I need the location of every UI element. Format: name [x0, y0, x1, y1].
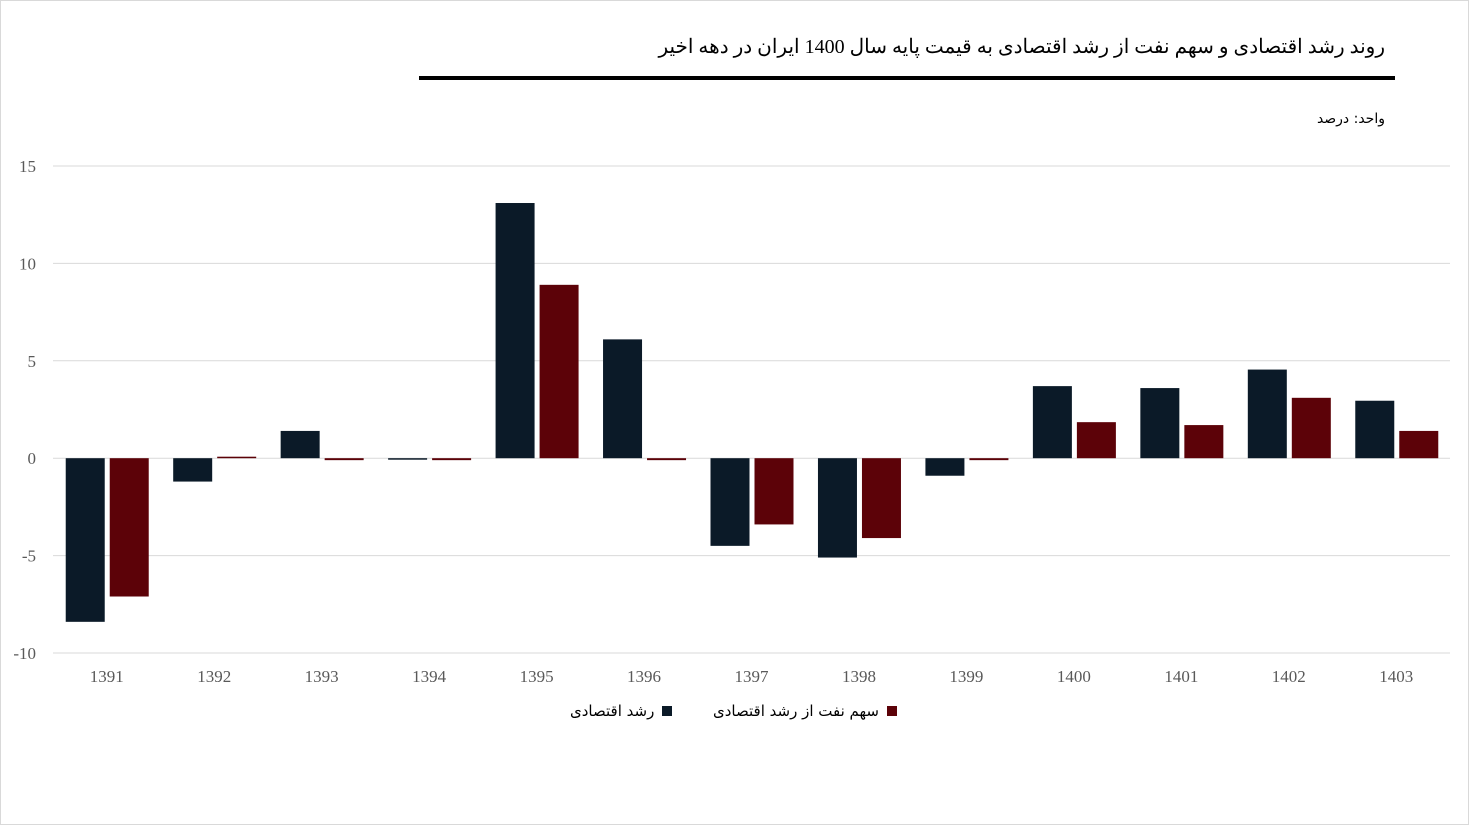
bar-1-1394: [388, 458, 428, 460]
bar-2-1398: [861, 458, 901, 539]
bar-1-1401: [1140, 388, 1180, 459]
legend-label-series-2: سهم نفت از رشد اقتصادی: [713, 702, 879, 720]
y-axis-ticks: 15 10 5 0 -5 -10: [13, 157, 36, 663]
bar-1-1397: [710, 458, 750, 546]
y-tick-label: 15: [19, 157, 36, 176]
bar-1-1398: [817, 458, 857, 558]
x-tick-label: 1393: [305, 667, 339, 686]
bar-2-1403: [1399, 430, 1439, 459]
legend-item-series-2: سهم نفت از رشد اقتصادی: [713, 702, 897, 720]
unit-label: واحد: درصد: [1316, 111, 1385, 127]
bar-2-1394: [432, 458, 472, 461]
bar-1-1400: [1032, 386, 1072, 459]
x-tick-label: 1398: [842, 667, 876, 686]
bar-2-1401: [1184, 425, 1224, 459]
legend-swatch-series-1: [662, 706, 673, 716]
bar-2-1395: [539, 284, 579, 459]
bar-2-1397: [754, 458, 794, 525]
x-tick-label: 1397: [735, 667, 770, 686]
bar-1-1403: [1355, 400, 1395, 459]
title-underline: [419, 76, 1395, 80]
x-tick-label: 1396: [627, 667, 661, 686]
bar-1-1396: [603, 339, 643, 459]
legend-swatch-series-2: [887, 706, 897, 716]
bar-2-1402: [1291, 397, 1331, 459]
x-tick-label: 1401: [1164, 667, 1198, 686]
x-tick-label: 1403: [1379, 667, 1413, 686]
bar-2-1396: [647, 458, 687, 461]
legend-item-series-1: رشد اقتصادی: [570, 702, 673, 720]
legend-label-series-1: رشد اقتصادی: [570, 702, 655, 720]
bar-1-1391: [65, 458, 105, 622]
x-tick-label: 1392: [197, 667, 231, 686]
y-tick-label: -5: [22, 547, 36, 566]
y-tick-label: 0: [28, 449, 37, 468]
x-axis-ticks: 1391 1392 1393 1394 1395 1396 1397 1398 1399 1400…: [90, 667, 1414, 686]
x-tick-label: 1402: [1272, 667, 1306, 686]
bar-2-1399: [969, 458, 1009, 461]
bar-1-1399: [925, 458, 965, 476]
bar-1-1402: [1247, 369, 1287, 459]
bar-2-1400: [1076, 422, 1116, 459]
x-tick-label: 1394: [412, 667, 447, 686]
bar-1-1395: [495, 203, 535, 459]
bar-1-1393: [280, 430, 320, 459]
x-tick-label: 1400: [1057, 667, 1091, 686]
x-tick-label: 1395: [520, 667, 554, 686]
bar-1-1392: [173, 458, 213, 482]
y-tick-label: -10: [13, 644, 36, 663]
bar-2-1392: [217, 456, 257, 459]
y-tick-label: 10: [19, 254, 36, 273]
gridlines: [53, 165, 1450, 654]
bar-2-1393: [324, 458, 364, 461]
x-tick-label: 1399: [949, 667, 983, 686]
legend: رشد اقتصادی سهم نفت از رشد اقتصادی: [0, 702, 1469, 726]
bars: [65, 203, 1439, 622]
chart-title: روند رشد اقتصادی و سهم نفت از رشد اقتصاد…: [658, 36, 1385, 58]
bar-2-1391: [109, 458, 149, 597]
bar-chart: 15 10 5 0 -5 -10 1391 1392 1393 1394 1395 1396 1397…: [13, 157, 1450, 686]
y-tick-label: 5: [28, 352, 37, 371]
x-tick-label: 1391: [90, 667, 124, 686]
